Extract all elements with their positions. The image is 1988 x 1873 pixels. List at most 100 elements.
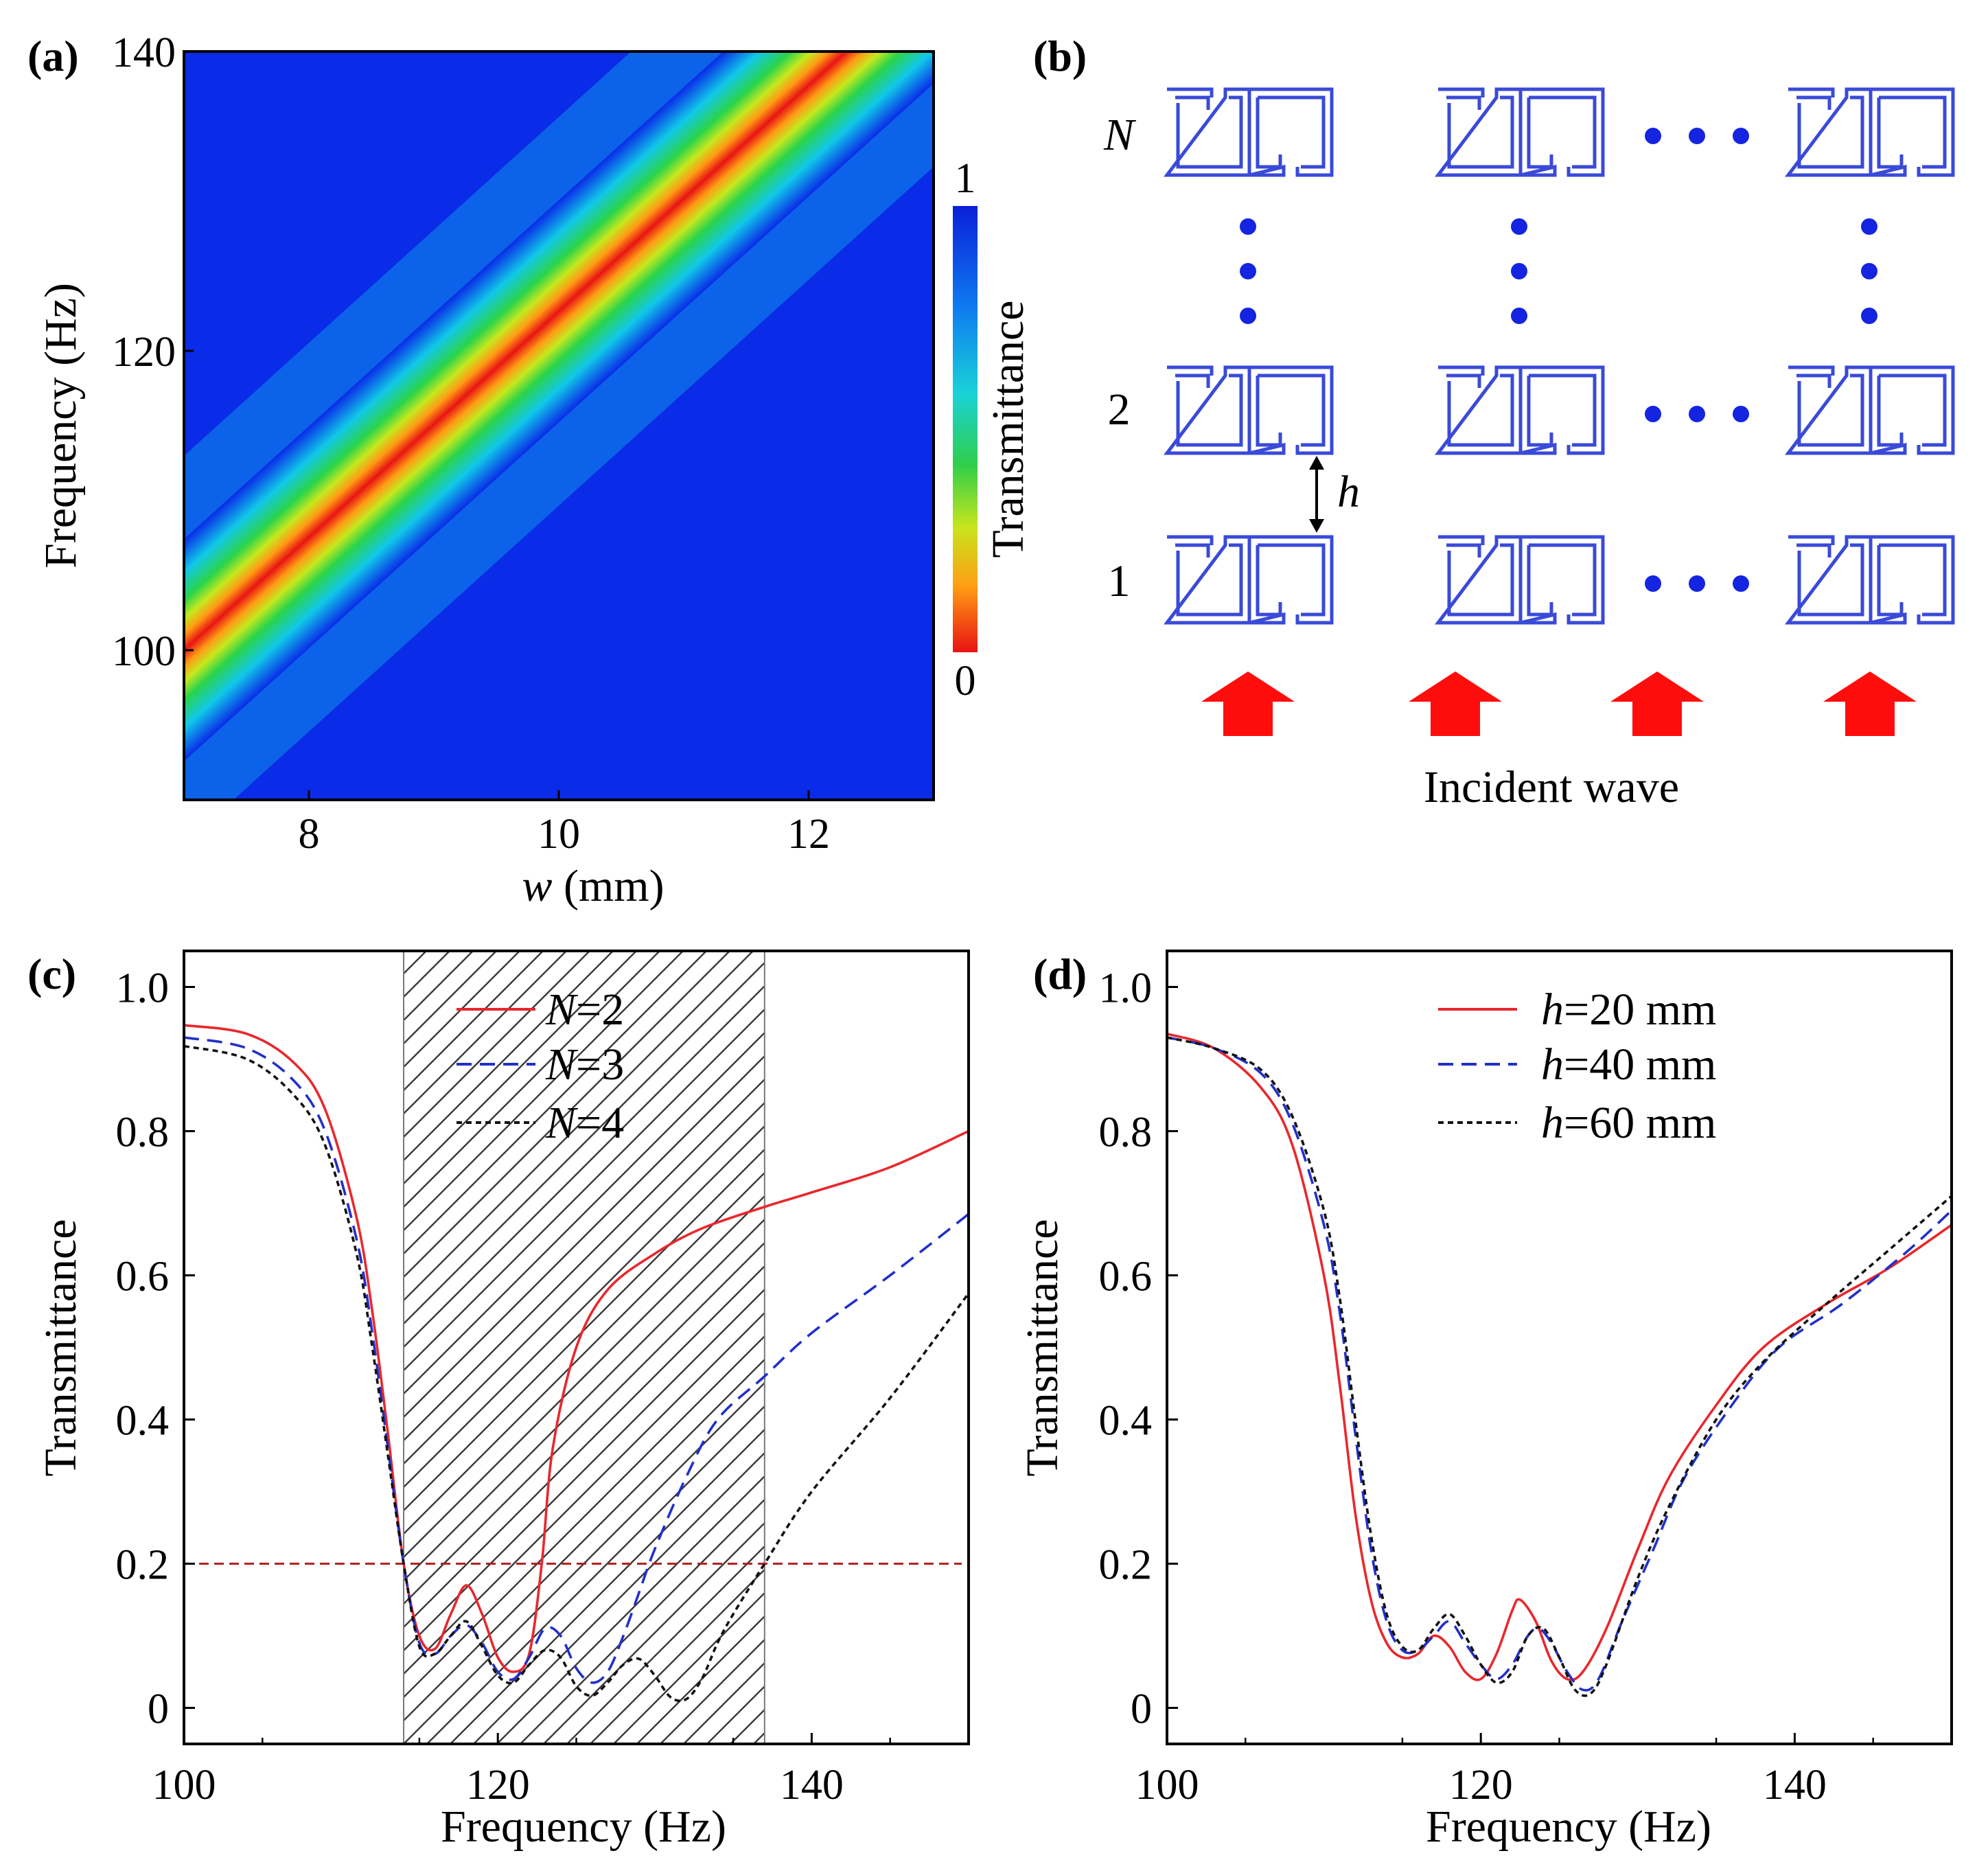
resonator-cells	[1163, 87, 1955, 625]
ellipsis-dot	[1689, 128, 1705, 144]
c-y-tick-label: 0.2	[116, 1542, 170, 1589]
d-series-line-2	[1167, 1036, 1952, 1692]
d-legend-label-h20: h=20 mm	[1541, 985, 1716, 1035]
c-legend-label-n2: N=2	[545, 985, 624, 1035]
c-series-line-1	[184, 1024, 969, 1673]
c-series-line-2	[184, 1036, 969, 1684]
resonator-cell-pair	[1784, 365, 1955, 455]
ellipsis-dot	[1733, 128, 1749, 144]
row-label-2: 2	[1108, 384, 1131, 435]
resonator-cell-pair	[1163, 535, 1334, 625]
c-series-line-3	[184, 1044, 969, 1703]
ellipsis-dot	[1861, 263, 1877, 279]
hatched-band-region	[404, 951, 765, 1744]
panel-label-c: (c)	[27, 950, 76, 998]
ellipsis-dot	[1240, 308, 1256, 324]
resonator-cell-pair	[1434, 535, 1605, 625]
spacing-label-h: h	[1337, 467, 1360, 517]
c-legend-label-n3: N=3	[545, 1039, 624, 1090]
d-x-tick-label: 100	[1135, 1762, 1199, 1808]
ellipsis-dot	[1733, 406, 1749, 422]
incident-arrows	[1201, 671, 1917, 736]
c-y-tick-label: 0.6	[116, 1254, 170, 1300]
c-y-tick-label: 0.8	[116, 1110, 170, 1156]
colorbar-max-label: 1	[955, 155, 976, 202]
resonator-cell-pair	[1163, 365, 1334, 455]
c-x-ticks: 100 120 140	[152, 1733, 891, 1808]
d-x-tick-label: 120	[1449, 1762, 1513, 1808]
heatmap-y-ticks: 100 120 140	[112, 30, 194, 675]
d-legend-label-h60: h=60 mm	[1541, 1098, 1716, 1148]
resonator-cell-pair	[1434, 365, 1605, 455]
c-y-tick-label: 1.0	[116, 965, 170, 1012]
heatmap-y-axis-title: Frequency (Hz)	[36, 283, 86, 568]
d-x-axis-title: Frequency (Hz)	[1426, 1802, 1711, 1852]
c-y-axis-title: Transmittance	[36, 1219, 86, 1476]
a-x-tick-label: 10	[538, 811, 580, 858]
row-label-n: N	[1103, 110, 1137, 160]
incident-arrow	[1409, 671, 1502, 736]
resonator-cell-pair	[1784, 535, 1955, 625]
d-y-tick-label: 1.0	[1099, 965, 1153, 1012]
incident-arrow	[1610, 671, 1704, 736]
d-y-ticks: 0 0.2 0.4 0.6 0.8 1.0	[1099, 965, 1178, 1733]
spacing-arrow	[1309, 456, 1324, 533]
c-series-group	[184, 1024, 969, 1703]
ellipsis-dot	[1511, 308, 1527, 324]
colorbar	[953, 206, 978, 652]
row-label-1: 1	[1108, 556, 1131, 606]
c-y-tick-label: 0.4	[116, 1398, 170, 1445]
d-y-tick-label: 0	[1131, 1686, 1152, 1733]
a-x-tick-label: 8	[299, 811, 320, 858]
c-legend: N=2 N=3 N=4	[456, 985, 624, 1148]
a-y-tick-label: 140	[112, 30, 176, 76]
ellipsis-dot	[1511, 263, 1527, 279]
ellipsis-dot	[1240, 263, 1256, 279]
ellipsis-dots	[1240, 128, 1877, 592]
panel-label-d: (d)	[1033, 950, 1087, 998]
d-legend: h=20 mm h=40 mm h=60 mm	[1438, 985, 1716, 1148]
colorbar-label: Transmittance	[983, 300, 1033, 558]
d-y-tick-label: 0.6	[1099, 1254, 1153, 1300]
c-x-tick-label: 140	[780, 1762, 844, 1808]
a-y-tick-label: 100	[112, 628, 176, 675]
d-y-axis-title: Transmittance	[1017, 1219, 1067, 1476]
panel-label-b: (b)	[1033, 32, 1087, 80]
c-x-axis-title: Frequency (Hz)	[441, 1802, 726, 1852]
c-legend-label-n4: N=4	[545, 1098, 624, 1148]
ellipsis-dot	[1240, 218, 1256, 235]
resonator-cell-pair	[1784, 87, 1955, 177]
a-x-tick-label: 12	[787, 811, 830, 858]
c-y-ticks: 0 0.2 0.4 0.6 0.8 1.0	[116, 965, 195, 1733]
a-y-tick-label: 120	[112, 329, 176, 376]
d-x-ticks: 100 120 140	[1135, 1733, 1874, 1808]
ellipsis-dot	[1689, 575, 1705, 592]
heatmap-x-axis-title: w (mm)	[522, 861, 664, 911]
panel-c-line-chart: (c) 100 120 140 0 0.2 0.4 0.6 0.8 1.0 Frequency…	[27, 950, 970, 1852]
c-y-tick-label: 0	[148, 1686, 169, 1733]
panel-d-line-chart: (d) 100 120 140 0 0.2 0.4 0.6 0.8 1.0 Frequency…	[1017, 950, 1953, 1852]
panel-label-a: (a)	[27, 32, 79, 80]
ellipsis-dot	[1645, 575, 1661, 592]
panel-b-diagram: (b) N 2 1 h Incident wave	[1033, 32, 1955, 812]
d-y-tick-label: 0.2	[1099, 1542, 1153, 1589]
ellipsis-dot	[1861, 308, 1877, 324]
incident-arrow	[1823, 671, 1917, 736]
d-y-tick-label: 0.4	[1099, 1398, 1153, 1445]
resonator-cell-pair	[1163, 87, 1334, 177]
ellipsis-dot	[1511, 218, 1527, 235]
d-legend-label-h40: h=40 mm	[1541, 1039, 1716, 1090]
ellipsis-dot	[1689, 406, 1705, 422]
heatmap-x-ticks: 8 10 12	[299, 790, 830, 858]
ellipsis-dot	[1733, 575, 1749, 592]
c-x-tick-label: 100	[152, 1762, 216, 1808]
c-x-tick-label: 120	[466, 1762, 530, 1808]
heatmap-resonance-band	[184, 51, 934, 761]
ellipsis-dot	[1645, 406, 1661, 422]
d-x-tick-label: 140	[1763, 1762, 1827, 1808]
ellipsis-dot	[1861, 218, 1877, 235]
colorbar-min-label: 0	[955, 658, 976, 704]
resonator-cell-pair	[1434, 87, 1605, 177]
